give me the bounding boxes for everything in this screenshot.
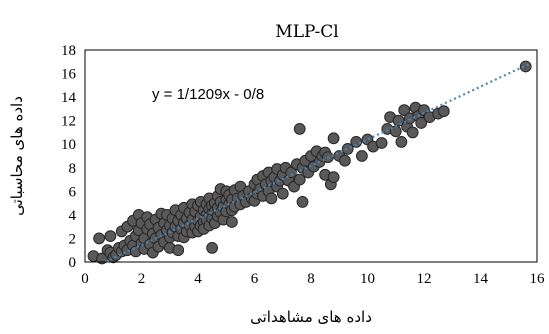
data-point <box>226 216 238 228</box>
chart-title: MLP-Cl <box>275 22 338 42</box>
data-point <box>296 196 309 208</box>
data-point <box>356 150 368 162</box>
y-tick-label: 12 <box>61 114 76 130</box>
y-axis-label: داده های محاسباتی <box>8 96 26 216</box>
data-point <box>327 171 340 184</box>
data-point <box>293 122 306 135</box>
plot-area <box>84 49 538 263</box>
y-tick-label: 8 <box>69 161 77 177</box>
data-point <box>339 154 351 167</box>
data-point <box>96 252 108 265</box>
x-tick-label: 10 <box>360 271 375 287</box>
data-points <box>87 60 532 265</box>
y-tick-label: 4 <box>69 208 77 224</box>
data-point <box>206 242 219 254</box>
x-tick-label: 14 <box>473 271 489 287</box>
data-point <box>415 117 428 129</box>
x-tick-label: 12 <box>417 271 432 287</box>
y-tick-label: 14 <box>61 90 77 106</box>
data-point <box>406 126 419 139</box>
y-tick-label: 18 <box>61 43 76 59</box>
data-point <box>437 105 450 118</box>
x-tick-label: 8 <box>307 271 315 287</box>
x-tick-label: 16 <box>530 271 546 287</box>
y-tick-label: 0 <box>69 255 77 271</box>
data-point <box>395 136 408 148</box>
data-point <box>93 232 105 245</box>
x-tick-label: 2 <box>138 271 146 287</box>
x-axis-ticks: 0 2 4 6 8 10 12 14 16 <box>81 271 545 287</box>
data-point <box>293 173 306 186</box>
x-tick-label: 0 <box>81 271 89 287</box>
data-point <box>327 132 340 145</box>
data-point <box>375 137 388 149</box>
trendline-equation: y = 1/1209x - 0/8 <box>152 86 264 103</box>
data-point <box>350 136 363 148</box>
y-tick-label: 6 <box>69 184 77 200</box>
y-axis-ticks: 0 2 4 6 8 10 12 14 16 18 <box>61 43 77 271</box>
y-tick-label: 10 <box>61 137 76 153</box>
data-point <box>265 192 278 205</box>
y-tick-label: 16 <box>61 67 77 83</box>
x-axis-label: داده های مشاهداتی <box>250 308 372 326</box>
y-tick-label: 2 <box>69 231 77 247</box>
data-point <box>172 244 185 257</box>
data-point <box>104 230 117 243</box>
data-point <box>276 187 289 200</box>
x-tick-label: 4 <box>194 271 202 287</box>
x-tick-label: 6 <box>251 271 259 287</box>
data-point <box>519 60 532 73</box>
data-point <box>398 104 411 116</box>
